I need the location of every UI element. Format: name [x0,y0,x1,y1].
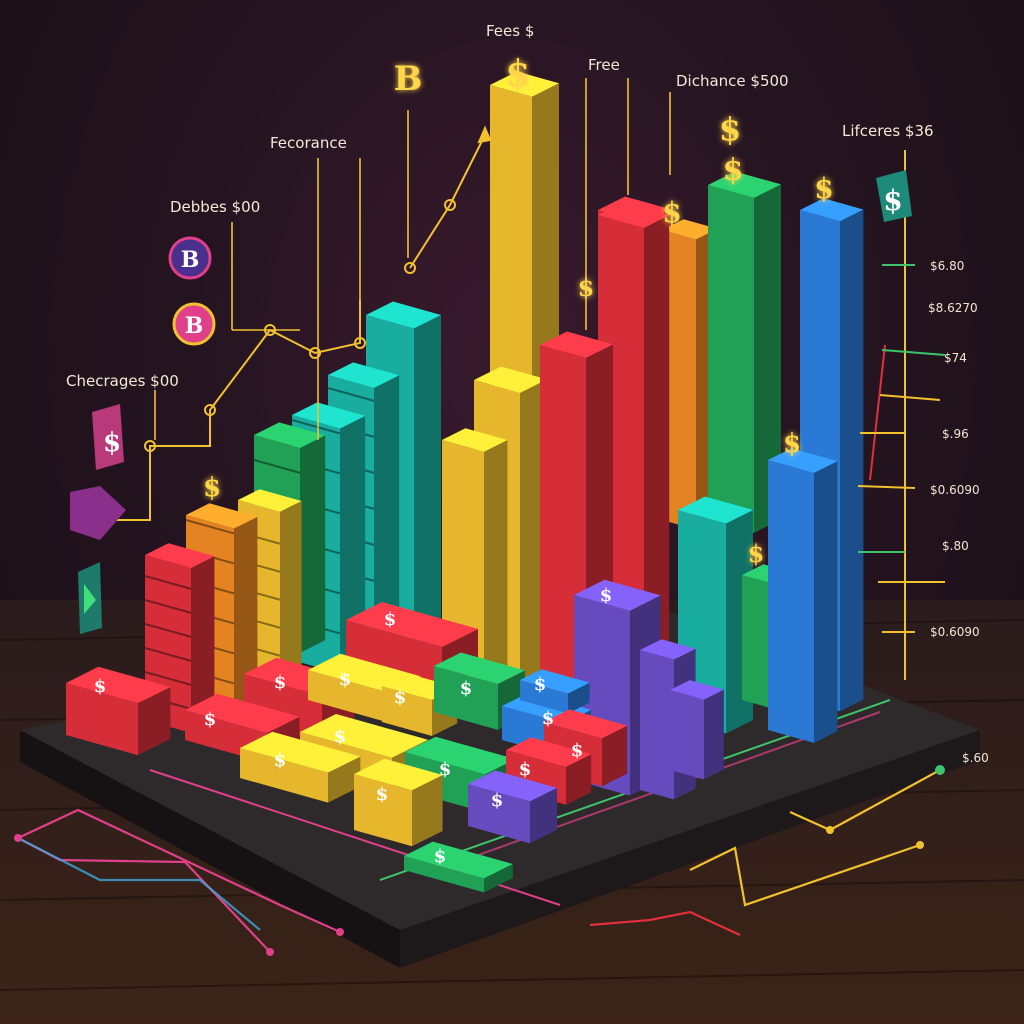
dollar-sign-icon: $ [339,669,352,690]
scale-tick-label: $0.6090 [930,483,980,497]
dollar-sign-icon: $ [204,709,217,730]
dollar-sign-icon: $ [719,110,741,148]
dollar-sign-icon: $ [723,153,744,188]
dollar-sign-icon: $ [274,672,287,693]
scale-tick-label: $.60 [962,751,989,765]
dollar-sign-icon: $ [542,708,555,729]
dollar-sign-icon: $ [571,740,584,761]
bitcoin-coin-icon: B [170,238,210,278]
bitcoin-coin-icon: B [174,304,214,344]
scale-tick-label: $74 [944,351,967,365]
dollar-sign-icon: $ [439,759,452,780]
bar-blue-mid [768,448,837,743]
dollar-sign-icon: $ [203,473,221,503]
scale-tick-label: $.96 [942,427,969,441]
bitcoin-coin-icon: B [394,59,423,99]
label-debbes: Debbes $00 [170,198,260,216]
dollar-sign-icon: $ [748,539,765,568]
dollar-sign-icon: $ [94,676,107,697]
dollar-sign-icon: $ [662,196,681,229]
bar-purple-small [670,680,724,779]
dollar-sign-icon: $ [334,726,347,747]
scale-tick-label: $0.6090 [930,625,980,639]
dollar-sign-icon: $ [491,790,504,811]
svg-text:B: B [185,313,204,339]
scale-tick-label: $.80 [942,539,969,553]
block-yellow-5 [354,759,443,847]
dollar-badge-icon [70,486,126,540]
dollar-sign-icon: $ [534,674,547,695]
scale-tick-label: $6.80 [930,259,964,273]
dollar-sign-icon: $ [434,846,447,867]
dollar-badge-icon: $ [92,404,124,470]
label-fecorance: Fecorance [270,134,347,152]
dollar-sign-icon: $ [578,273,595,302]
label-free: Free [588,56,620,74]
label-fees: Fees $ [486,22,534,40]
label-checrages: Checrages $00 [66,372,179,390]
label-lifceres: Lifceres $36 [842,122,934,140]
dollar-sign-icon: $ [876,170,912,222]
dollar-sign-icon: $ [505,53,530,95]
svg-text:$: $ [883,184,902,217]
play-tile-icon [78,562,102,634]
dollar-sign-icon: $ [394,687,407,708]
dollar-sign-icon: $ [600,585,613,606]
dollar-sign-icon: $ [783,429,801,459]
dollar-sign-icon: $ [814,172,833,205]
label-dichance: Dichance $500 [676,72,789,90]
dollar-sign-icon: $ [460,678,473,699]
scale-tick-label: $8.6270 [928,301,978,315]
dollar-sign-icon: $ [519,759,532,780]
dollar-sign-icon: $ [274,750,287,771]
dollar-sign-icon: $ [376,784,389,805]
dollar-sign-icon: $ [384,609,397,630]
svg-text:$: $ [103,428,121,458]
svg-text:B: B [181,247,200,273]
